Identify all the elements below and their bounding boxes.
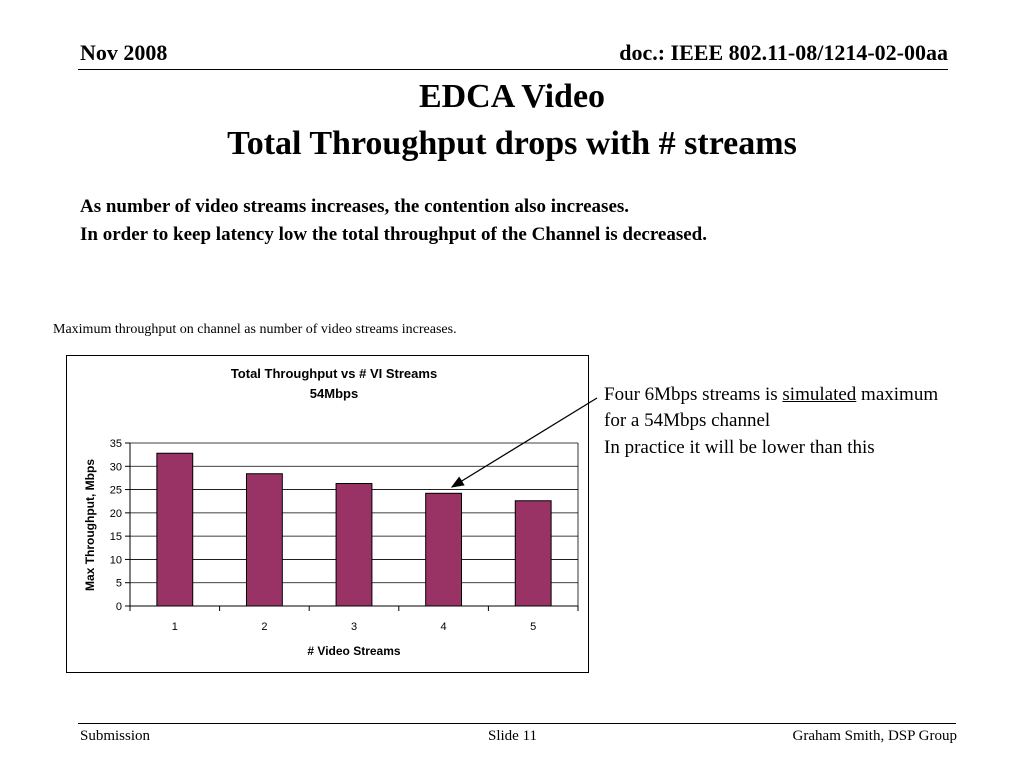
header-divider [78, 69, 948, 70]
footer-slide-number: Slide 11 [488, 728, 538, 744]
x-tick-label: 4 [441, 621, 447, 633]
x-tick-label: 1 [172, 621, 178, 633]
annotation-arrow [450, 397, 598, 488]
y-axis-label: Max Throughput, Mbps [83, 459, 97, 591]
slide-subtitle: Total Throughput drops with # streams [227, 125, 797, 162]
header-doc-id: doc.: IEEE 802.11-08/1214-02-00aa [619, 40, 948, 65]
body-text-line-1: As number of video streams increases, th… [80, 196, 630, 217]
x-tick-label: 3 [351, 621, 357, 633]
y-tick-label: 15 [110, 531, 122, 543]
header-date: Nov 2008 [80, 40, 168, 65]
footer-left: Submission [80, 728, 151, 744]
y-tick-label: 25 [110, 485, 122, 497]
annotation-note-line-2: for a 54Mbps channel [604, 410, 771, 431]
annotation-note-pre: Four 6Mbps streams is [604, 384, 783, 405]
y-tick-label: 30 [110, 461, 122, 473]
x-tick-label: 2 [261, 621, 267, 633]
body-text-line-2: In order to keep latency low the total t… [80, 224, 707, 245]
bar-4 [425, 492, 463, 607]
y-tick-label: 0 [116, 601, 122, 613]
annotation-note-line-1: Four 6Mbps streams is simulated maximum [604, 384, 938, 406]
x-axis-label: # Video Streams [307, 644, 400, 658]
slide-title: EDCA Video [418, 78, 606, 115]
throughput-bar-chart: Total Throughput vs # VI Streams 54Mbps … [83, 366, 579, 658]
chart-frame [66, 355, 589, 673]
axes: 0 5 10 15 20 25 30 35 1 2 3 4 5 [110, 438, 579, 633]
footer-divider [78, 723, 956, 724]
annotation-note-line-3: In practice it will be lower than this [604, 437, 875, 458]
annotation-note-post: maximum [856, 384, 939, 405]
y-tick-label: 35 [110, 438, 122, 450]
bar-5 [514, 500, 552, 607]
y-tick-label: 10 [110, 554, 122, 566]
bars [156, 452, 552, 607]
chart-caption: Maximum throughput on channel as number … [53, 322, 457, 337]
chart-title: Total Throughput vs # VI Streams [231, 366, 437, 381]
y-tick-label: 5 [116, 578, 122, 590]
x-tick-label: 5 [530, 621, 536, 633]
footer-author: Graham Smith, DSP Group [792, 728, 957, 744]
annotation-note-emphasis: simulated [782, 384, 857, 405]
y-tick-label: 20 [110, 508, 122, 520]
bar-2 [245, 473, 283, 607]
bar-1 [156, 452, 194, 607]
chart-subtitle: 54Mbps [310, 386, 358, 401]
